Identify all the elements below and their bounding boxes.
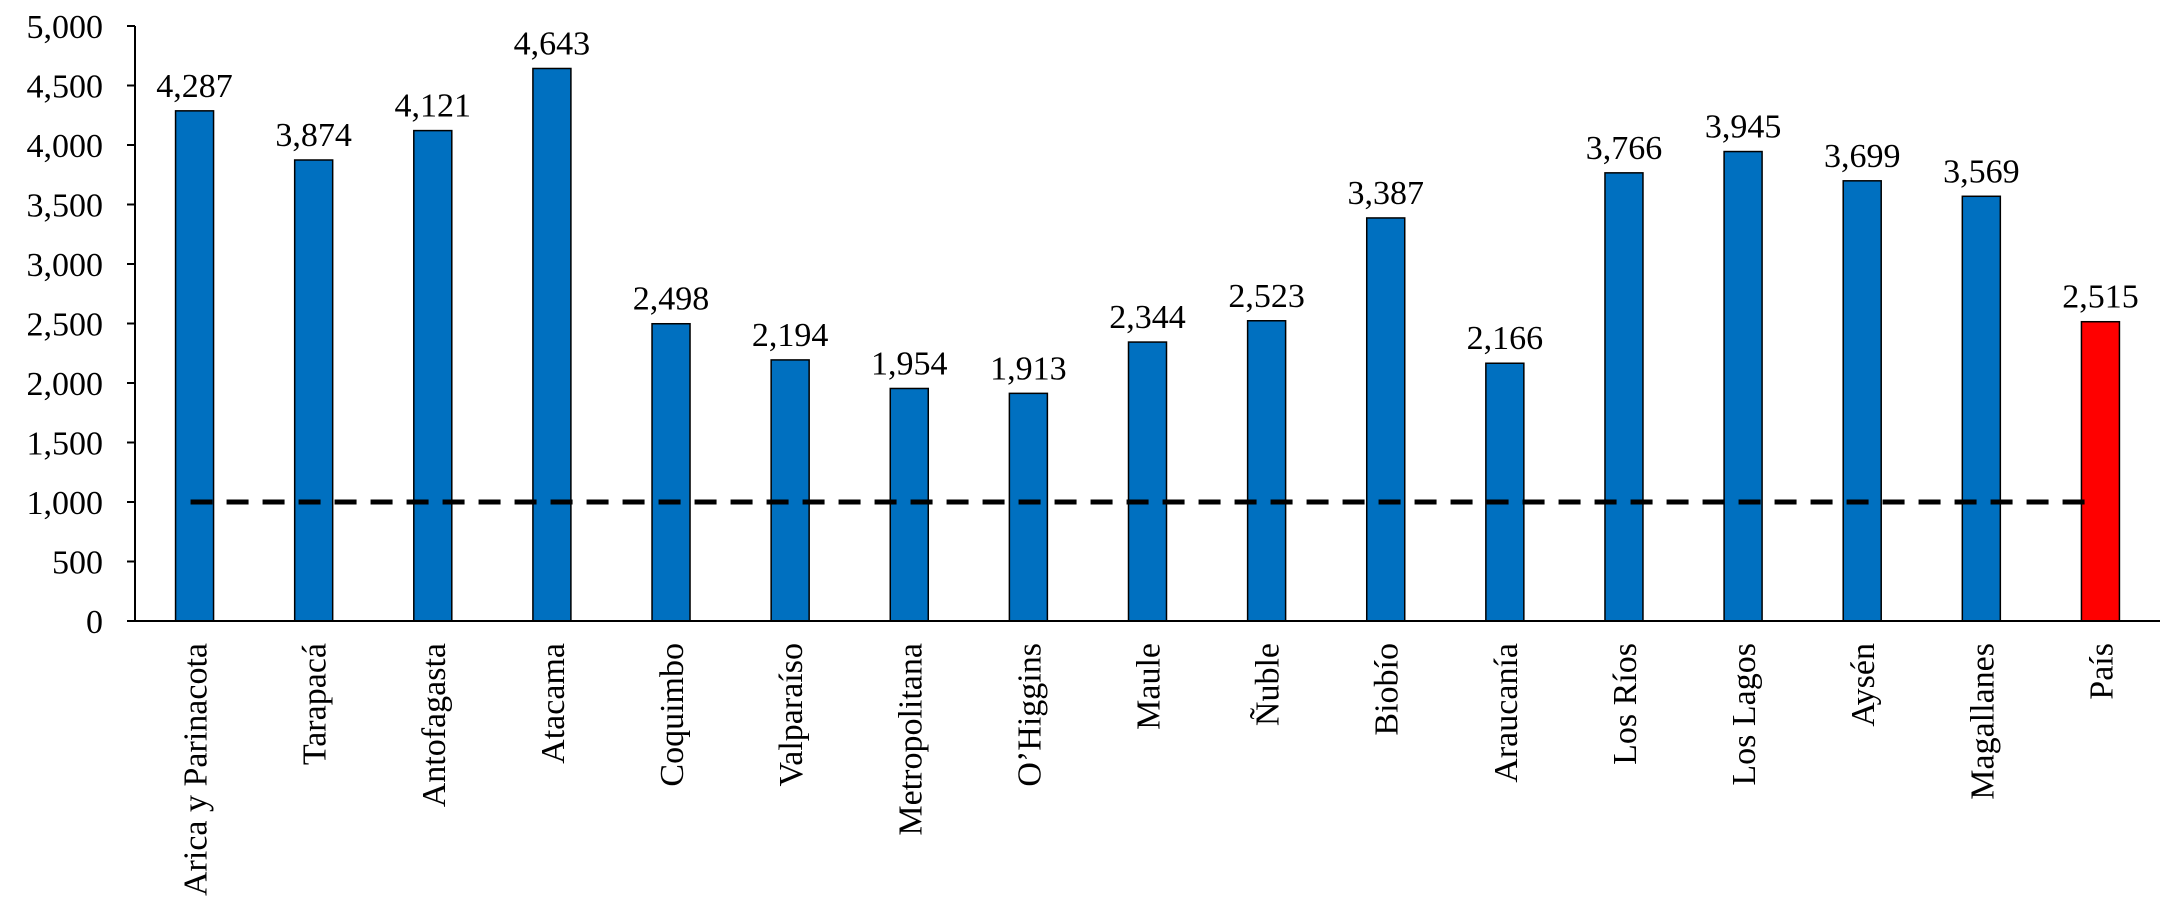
y-tick-label: 1,500 — [27, 426, 104, 463]
data-label: 2,166 — [1467, 320, 1544, 357]
x-tick-label: Atacama — [535, 643, 572, 764]
bar — [1723, 150, 1763, 622]
data-labels: 4,287 3,874 4,121 4,643 2,498 2,194 1,954 1,913… — [156, 25, 2138, 387]
x-tick-label: Valparaíso — [773, 643, 810, 787]
x-tick-label: Metropolitana — [892, 643, 929, 836]
bar — [1842, 180, 1882, 622]
y-tick-label: 2,500 — [27, 307, 104, 344]
bar — [532, 67, 572, 622]
data-label: 4,121 — [395, 88, 472, 125]
data-label: 1,913 — [990, 350, 1067, 387]
data-label: 1,954 — [871, 345, 948, 382]
data-label: 2,344 — [1109, 299, 1186, 336]
data-label: 3,569 — [1943, 153, 2020, 190]
x-tick-label: Magallanes — [1964, 643, 2001, 800]
bar — [1365, 217, 1406, 622]
bar — [1246, 320, 1287, 622]
bar — [770, 359, 810, 622]
bar — [174, 110, 215, 622]
x-tick-label: Araucanía — [1488, 643, 1525, 783]
x-axis-ticks: Arica y Parinacota Tarapacá Antofagasta Ata… — [178, 643, 2121, 896]
bar — [1008, 392, 1049, 622]
data-label: 3,874 — [275, 117, 352, 154]
y-tick-label: 4,500 — [27, 69, 104, 106]
bar — [293, 159, 334, 622]
bar — [1961, 195, 2002, 622]
data-label: 3,699 — [1824, 138, 1901, 175]
bar — [1604, 172, 1644, 622]
y-tick-label: 0 — [86, 604, 103, 641]
y-axis-ticks: 0 500 1,000 1,500 2,000 2,500 3,000 3,500 4,000 4… — [27, 9, 135, 641]
x-tick-label: Coquimbo — [654, 643, 691, 787]
x-tick-label: Maule — [1131, 643, 1168, 730]
bar — [1127, 341, 1168, 622]
data-label: 2,194 — [752, 317, 829, 354]
y-tick-label: 2,000 — [27, 366, 104, 403]
x-tick-label: Tarapacá — [297, 643, 334, 765]
bar — [2080, 320, 2121, 622]
bar — [651, 322, 691, 622]
data-label: 3,945 — [1705, 109, 1782, 146]
y-tick-label: 4,000 — [27, 128, 104, 165]
data-label: 3,766 — [1586, 130, 1663, 167]
data-label: 2,523 — [1228, 278, 1305, 315]
x-tick-label: Los Lagos — [1726, 643, 1763, 786]
bar — [889, 387, 930, 622]
y-tick-label: 1,000 — [27, 485, 104, 522]
bar — [1485, 362, 1525, 622]
data-label: 2,498 — [633, 281, 710, 318]
y-tick-label: 500 — [52, 545, 103, 582]
x-tick-label: Biobío — [1369, 643, 1406, 736]
bars — [174, 67, 2121, 622]
x-tick-label: O’Higgins — [1011, 643, 1048, 787]
y-tick-label: 3,500 — [27, 188, 104, 225]
y-tick-label: 3,000 — [27, 247, 104, 284]
data-label: 4,643 — [514, 25, 591, 62]
y-tick-label: 5,000 — [27, 9, 104, 46]
x-tick-label: Ñuble — [1250, 643, 1287, 726]
data-label: 2,515 — [2062, 279, 2139, 316]
x-tick-label: Arica y Parinacota — [178, 643, 215, 896]
x-tick-label: País — [2083, 643, 2120, 700]
x-tick-label: Antofagasta — [416, 643, 453, 807]
data-label: 3,387 — [1347, 175, 1424, 212]
x-tick-label: Aysén — [1845, 643, 1882, 727]
data-label: 4,287 — [156, 68, 233, 105]
x-tick-label: Los Ríos — [1607, 643, 1644, 765]
bar — [413, 129, 453, 622]
